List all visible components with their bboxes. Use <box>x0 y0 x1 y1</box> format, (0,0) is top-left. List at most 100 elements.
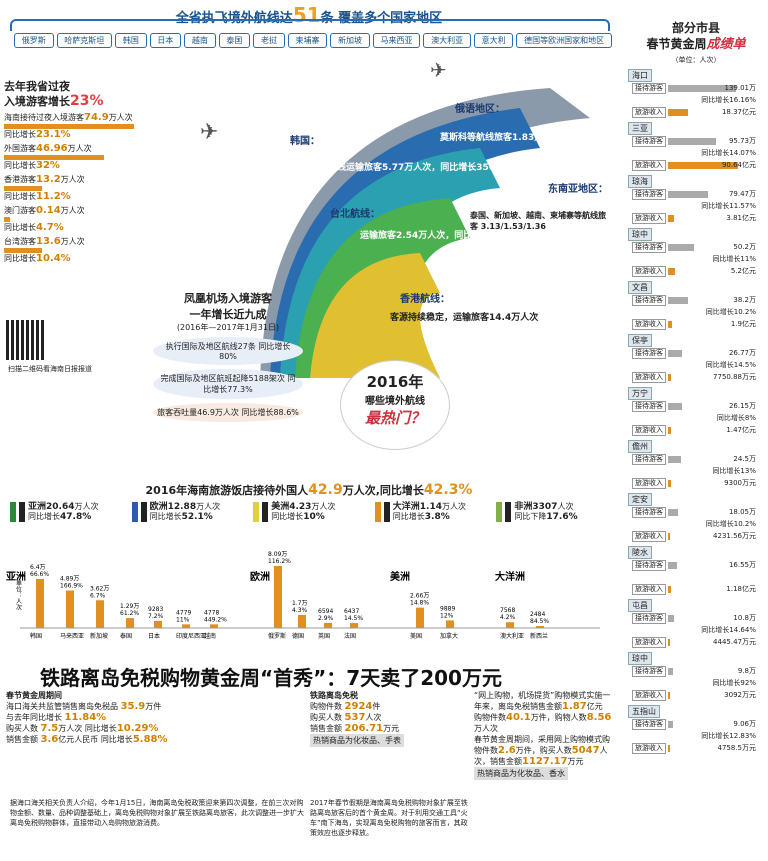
city-card: 五指山 接待游客 9.06万 同比增长12.83% 旅游收入 4758.5万元 <box>628 705 764 754</box>
city-name: 琼海 <box>628 175 652 188</box>
bar-value-label: 9283 <box>148 606 163 613</box>
label-sea: 东南亚地区： <box>548 184 608 195</box>
revenue-bar <box>668 480 671 487</box>
header-bracket <box>10 19 610 31</box>
hotel-title: 2016年海南旅游饭店接待外国人42.9万人次,同比增长42.3% <box>145 482 473 498</box>
bar-value-label: 8.09万 <box>268 551 287 558</box>
continent-label: 美洲 <box>390 570 410 583</box>
city-card: 保亭 接待游客 26.77万 同比增长14.5% 旅游收入 7750.88万元 <box>628 334 764 383</box>
arc-hongkong <box>310 253 440 378</box>
flight-route-arcs <box>260 88 590 378</box>
revenue-bar <box>668 586 671 593</box>
city-name: 三亚 <box>628 122 652 135</box>
revenue-bar <box>668 215 674 222</box>
bar-value-label: 2484 <box>530 611 545 618</box>
airplane-icon: ✈ <box>430 58 447 82</box>
visitor-bar <box>668 721 673 728</box>
bar <box>350 623 358 628</box>
visitor-bar <box>668 456 681 463</box>
category-label: 韩国 <box>30 632 42 640</box>
bar-growth-label: 61.2% <box>120 610 139 617</box>
category-label: 英国 <box>318 632 330 640</box>
revenue-bar <box>668 268 675 275</box>
city-name: 文昌 <box>628 281 652 294</box>
city-card: 定安 接待游客 18.05万 同比增长10.2% 旅游收入 4231.56万元 <box>628 493 764 542</box>
label-taipei: 台北航线： <box>330 209 380 220</box>
bar <box>36 578 44 628</box>
city-scorecard: 部分市县 春节黄金周成绩单 （单位：人次） 海口 接待游客 139.01万 同比增长16… <box>624 0 768 861</box>
country-tag: 澳大利亚 <box>423 33 471 48</box>
bar-value-label: 6437 <box>344 608 359 615</box>
bar-growth-label: 14.5% <box>344 615 363 622</box>
continent-stat: 亚洲20.64万人次 同比增长47.8% <box>10 502 132 522</box>
header: 全省执飞境外航线达51条 覆盖多个国家地区 俄罗斯 哈萨克斯坦 韩国 日本 越南 泰国 老挝… <box>0 0 618 50</box>
country-tag: 新加坡 <box>330 33 370 48</box>
continent-stat: 美洲4.23万人次 同比增长10% <box>253 502 375 522</box>
bar-value-label: 1.7万 <box>292 600 308 607</box>
bar-value-label: 6.4万 <box>30 564 46 571</box>
bar-growth-label: 11% <box>176 616 190 623</box>
bar <box>298 614 306 628</box>
inbound-row: 外国游客46.96万人次 同比增长32% <box>4 144 154 171</box>
bar <box>324 622 332 628</box>
country-list: 俄罗斯 哈萨克斯坦 韩国 日本 越南 泰国 老挝 柬埔寨 新加坡 马来西亚 澳大利亚 意大利 德国等欧洲… <box>14 33 612 48</box>
visitor-bar <box>668 138 716 145</box>
city-card: 琼海 接待游客 79.47万 同比增长11.57% 旅游收入 3.81亿元 <box>628 175 764 224</box>
airplane-icon-2: ✈ <box>200 120 219 145</box>
category-label: 法国 <box>344 632 356 640</box>
inbound-bar <box>4 124 134 129</box>
bar-value-label: 4.89万 <box>60 576 79 583</box>
country-tag: 哈萨克斯坦 <box>56 33 113 48</box>
category-label: 澳大利亚 <box>500 632 524 640</box>
category-label: 印度尼西亚 <box>176 632 206 640</box>
bar <box>182 624 190 628</box>
bar-value-label: 4779 <box>176 609 191 616</box>
country-tag: 日本 <box>149 33 182 48</box>
bar-value-label: 3.62万 <box>90 585 109 592</box>
visitor-bar <box>668 191 708 198</box>
hottest-routes-badge: 2016年 哪些境外航线 最热门？ <box>340 360 450 450</box>
bar-growth-label: 449.2% <box>204 616 227 623</box>
inbound-bar <box>4 186 42 191</box>
city-card: 琼中 接待游客 50.2万 同比增长11% 旅游收入 5.2亿元 <box>628 228 764 277</box>
bar-growth-label: 166.9% <box>60 583 83 590</box>
bar <box>126 618 134 628</box>
city-name: 屯昌 <box>628 599 652 612</box>
city-card: 万宁 接待游客 26.15万 同比增长8% 旅游收入 1.47亿元 <box>628 387 764 436</box>
bar <box>536 626 544 628</box>
visitor-bar <box>668 85 736 92</box>
bar-value-label: 9889 <box>440 605 455 612</box>
visitor-bar <box>668 350 682 357</box>
bar <box>506 622 514 628</box>
bar-value-label: 4778 <box>204 609 219 616</box>
bar-growth-label: 2.9% <box>318 615 334 622</box>
sidebar-title: 部分市县 春节黄金周成绩单 <box>646 21 746 52</box>
category-label: 美国 <box>410 632 422 640</box>
rail-panel-customs: 春节黄金周期间 海口海关共监管销售离岛免税品 35.9万件 与去年同比增长 11… <box>6 691 168 745</box>
country-tag: 德国等欧洲国家和地区 <box>516 33 612 48</box>
rail-note-2: 2017年春节假期是海南离岛免税购物对象扩展至铁路离岛旅客后的首个黄金周。对于利… <box>310 799 468 837</box>
inbound-row: 台湾游客13.6万人次 同比增长10.4% <box>4 236 85 264</box>
rail-panel-train: 铁路离岛免税 购物件数 2924件 购买人数 537人次 销售金额 206.71… <box>310 690 460 747</box>
bar <box>66 590 74 628</box>
qr-caption: 扫描二维码看海南日报报道 <box>8 365 92 373</box>
bar-growth-label: 7.2% <box>148 613 164 620</box>
rail-note-1: 据海口海关相关负责人介绍，今年1月15日，海南离岛免税政策迎来第四次调整，在前三… <box>10 799 304 827</box>
revenue-bar <box>668 639 670 646</box>
bar-growth-label: 84.5% <box>530 618 549 625</box>
category-label: 德国 <box>292 632 304 640</box>
bar <box>446 620 454 628</box>
rail-dutyfree-section: 铁路离岛免税购物黄金周“首秀”：7天卖了200万元 春节黄金周期间 海口海关共监… <box>0 660 618 861</box>
inbound-row: 海南接待过夜入境游客74.9万人次 同比增长23.1% <box>4 112 134 140</box>
city-name: 万宁 <box>628 387 652 400</box>
bar-value-label: 2.66万 <box>410 593 429 600</box>
bar <box>416 607 424 628</box>
sidebar-unit: （单位：人次） <box>671 56 721 64</box>
category-label: 泰国 <box>120 632 132 640</box>
city-card: 文昌 接待游客 38.2万 同比增长10.2% 旅游收入 1.9亿元 <box>628 281 764 330</box>
category-label: 马来西亚 <box>60 632 84 640</box>
category-label: 日本 <box>148 632 160 640</box>
visitor-bar <box>668 244 694 251</box>
sea-detail: 泰国、新加坡、越南、柬埔寨等航线旅客 3.13/1.53/1.36 <box>470 211 606 231</box>
inbound-row: 澳门游客0.14万人次 同比增长4.7% <box>4 205 85 233</box>
